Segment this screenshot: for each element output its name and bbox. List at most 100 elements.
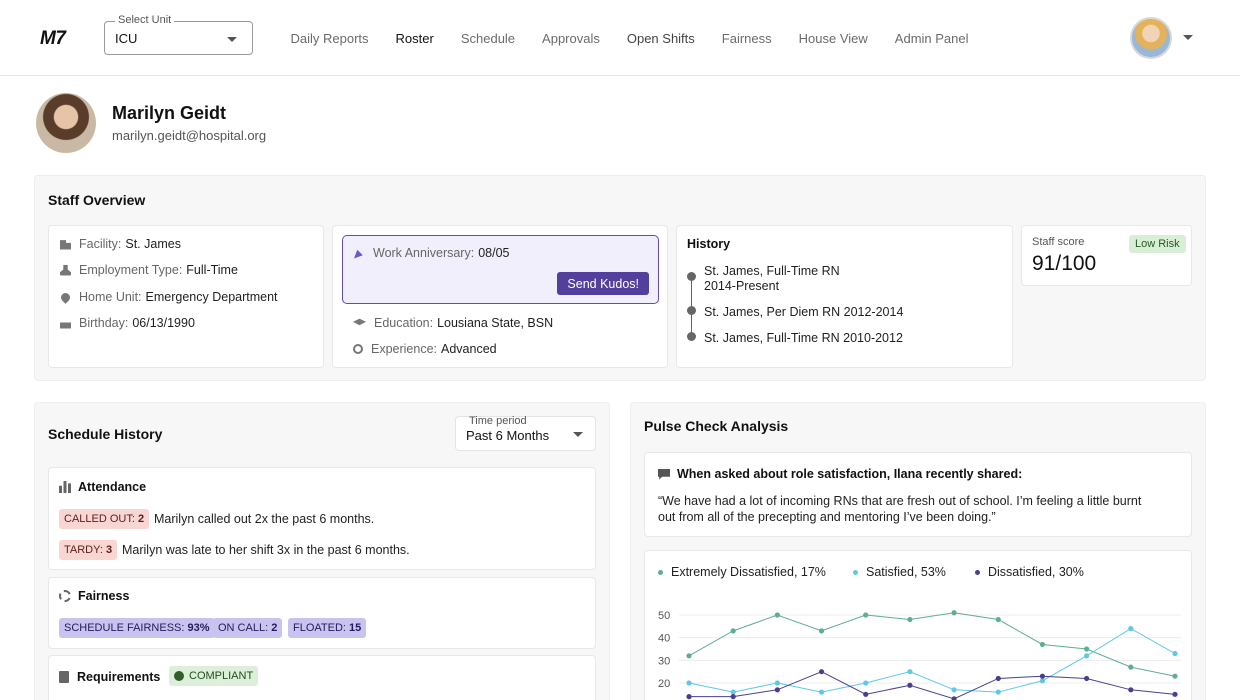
quote-title-text: When asked about role satisfaction, Ilan… [677, 467, 1023, 481]
data-point[interactable] [951, 696, 957, 700]
data-point[interactable] [1172, 673, 1178, 679]
data-point[interactable] [686, 653, 692, 659]
data-point[interactable] [1084, 675, 1090, 682]
schedule-fairness-tag: SCHEDULE FAIRNESS: 93% [59, 618, 215, 638]
legend-label: Extremely Dissatisfied, 17% [671, 565, 826, 579]
pulse-check-panel: Pulse Check Analysis When asked about ro… [630, 402, 1206, 700]
data-point[interactable] [818, 689, 825, 695]
data-point[interactable] [1172, 650, 1178, 657]
graduation-cap-icon [353, 318, 366, 326]
facility-row: Facility: St. James [60, 237, 181, 251]
facility-label: Facility: [79, 237, 122, 251]
compliant-badge: COMPLIANT [169, 666, 259, 686]
data-point[interactable] [1084, 646, 1090, 652]
quote-text: “We have had a lot of incoming RNs that … [658, 493, 1168, 525]
data-point[interactable] [907, 616, 913, 623]
nav-daily-reports[interactable]: Daily Reports [290, 30, 369, 46]
history-item-dates: 2014-Present [704, 279, 780, 293]
app-logo[interactable]: M7 [40, 28, 66, 49]
history-item: St. James, Per Diem RN 2012-2014 [704, 305, 904, 319]
legend-dot-icon [658, 569, 663, 575]
timeline-dot-icon [687, 306, 696, 315]
legend-dot-icon [853, 569, 858, 575]
birthday-label: Birthday: [79, 316, 129, 330]
staff-details-card: Facility: St. James Employment Type: Ful… [48, 225, 324, 368]
user-menu-chevron-icon[interactable] [1183, 35, 1193, 40]
data-point[interactable] [730, 694, 736, 700]
data-point[interactable] [995, 675, 1001, 682]
data-point[interactable] [1084, 653, 1090, 659]
staff-score-label: Staff score [1032, 236, 1085, 248]
data-point[interactable] [730, 628, 736, 634]
profile-photo [36, 93, 96, 153]
party-popper-icon [354, 249, 363, 259]
nav-house-view[interactable]: House View [798, 30, 868, 46]
nav-admin-panel[interactable]: Admin Panel [894, 30, 969, 46]
attendance-title-text: Attendance [78, 480, 147, 494]
nav-open-shifts[interactable]: Open Shifts [626, 30, 695, 46]
birthday-value: 06/13/1990 [132, 316, 195, 330]
data-point[interactable] [951, 687, 957, 693]
nav-roster[interactable]: Roster [395, 30, 434, 46]
data-point[interactable] [1039, 673, 1046, 679]
series-line-1 [688, 628, 1176, 693]
data-point[interactable] [863, 691, 869, 697]
tardy-text: Marilyn was late to her shift 3x in the … [122, 543, 410, 557]
data-point[interactable] [863, 680, 869, 686]
data-point[interactable] [951, 610, 957, 616]
data-point[interactable] [1128, 626, 1134, 632]
called-out-tag: CALLED OUT: 2 [59, 509, 150, 529]
history-card: History St. James, Full-Time RN 2014-Pre… [676, 225, 1013, 368]
requirements-title: Requirements [59, 670, 160, 684]
data-point[interactable] [863, 612, 869, 618]
data-point[interactable] [686, 680, 692, 686]
nav-fairness[interactable]: Fairness [721, 30, 772, 46]
data-point[interactable] [995, 616, 1001, 623]
staff-score-card: Staff score 91/100 Low Risk [1021, 225, 1192, 286]
data-point[interactable] [1039, 678, 1046, 684]
data-point[interactable] [907, 669, 913, 675]
fairness-card: Fairness SCHEDULE FAIRNESS: 93% ON CALL:… [48, 577, 596, 649]
schedule-history-panel: Schedule History Time period Past 6 Mont… [34, 402, 610, 700]
attendance-title: Attendance [59, 480, 146, 494]
data-point[interactable] [686, 694, 692, 700]
data-point[interactable] [774, 612, 780, 618]
send-kudos-button[interactable]: Send Kudos! [557, 272, 649, 295]
data-point[interactable] [774, 687, 780, 693]
education-label: Education: [374, 316, 434, 330]
work-anniversary-box: Work Anniversary: 08/05 Send Kudos! [342, 235, 659, 304]
data-point[interactable] [1128, 687, 1134, 693]
compliant-text: COMPLIANT [189, 670, 254, 682]
data-point[interactable] [730, 689, 736, 695]
quote-card: When asked about role satisfaction, Ilan… [644, 452, 1192, 537]
data-point[interactable] [818, 628, 825, 634]
data-point[interactable] [1128, 664, 1134, 670]
nav-schedule[interactable]: Schedule [460, 30, 516, 46]
data-point[interactable] [774, 680, 780, 686]
attendance-card: Attendance CALLED OUT: 2 Marilyn called … [48, 467, 596, 570]
quote-line: out from all of the precepting and mento… [658, 510, 996, 524]
data-point[interactable] [1172, 691, 1178, 697]
on-call-value: 2 [271, 622, 278, 634]
top-bar: M7 Select Unit ICU Daily Reports Roster … [0, 0, 1240, 76]
legend-item-extremely-dissatisfied[interactable]: Extremely Dissatisfied, 17% [658, 565, 826, 579]
fairness-title-text: Fairness [78, 589, 130, 603]
tardy-value: 3 [105, 544, 113, 556]
building-icon [60, 240, 71, 250]
unit-select[interactable]: Select Unit ICU [104, 14, 253, 55]
data-point[interactable] [818, 669, 825, 675]
loading-ring-icon [59, 590, 71, 602]
facility-value: St. James [125, 237, 181, 251]
data-point[interactable] [1039, 641, 1046, 648]
on-call-tag: ON CALL: 2 [213, 618, 283, 638]
time-period-select[interactable]: Time period Past 6 Months [455, 415, 596, 451]
unit-select-label: Select Unit [115, 14, 175, 26]
anniversary-row: Work Anniversary: 08/05 [354, 246, 509, 260]
user-avatar[interactable] [1130, 17, 1172, 59]
data-point[interactable] [995, 689, 1001, 695]
employment-row: Employment Type: Full-Time [60, 263, 238, 277]
nav-approvals[interactable]: Approvals [542, 30, 600, 46]
legend-item-satisfied[interactable]: Satisfied, 53% [853, 565, 946, 579]
data-point[interactable] [907, 682, 913, 688]
legend-item-dissatisfied[interactable]: Dissatisfied, 30% [975, 565, 1084, 579]
